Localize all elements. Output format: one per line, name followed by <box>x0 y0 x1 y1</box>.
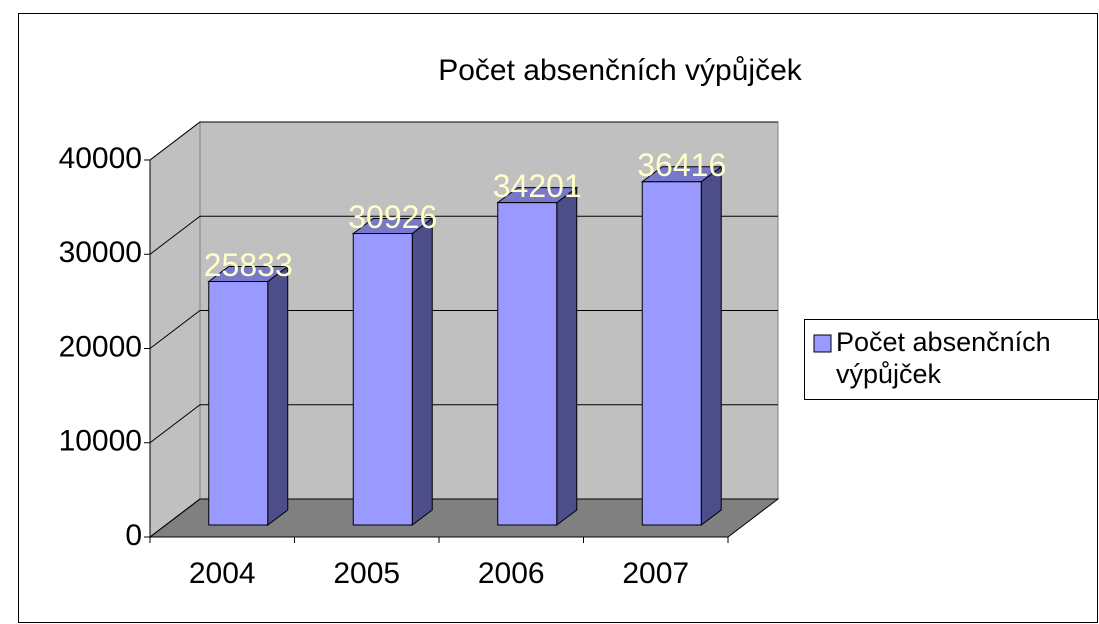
legend-label: Počet absenčních výpůjček <box>836 327 1051 389</box>
data-label: 30926 <box>348 199 437 235</box>
y-tick-label: 40000 <box>59 142 142 175</box>
y-tick-label: 0 <box>125 519 142 552</box>
bar <box>351 217 434 526</box>
x-tick-label: 2004 <box>189 557 256 590</box>
y-tick-label: 20000 <box>59 330 142 363</box>
data-label: 34201 <box>493 168 582 204</box>
bar <box>640 165 723 526</box>
chart-title: Počet absenčních výpůjček <box>438 54 803 87</box>
y-tick-label: 10000 <box>59 425 142 458</box>
grid-line <box>149 404 778 444</box>
legend-entry: Počet absenčních výpůjček <box>836 327 1051 389</box>
data-label: 25833 <box>204 247 293 283</box>
bar-front <box>497 202 558 526</box>
y-tick-label: 30000 <box>59 236 142 269</box>
grid-line <box>149 121 778 161</box>
bar-side <box>267 265 289 526</box>
bar-side <box>700 165 722 526</box>
bar <box>496 186 579 526</box>
bar <box>207 265 290 526</box>
data-label: 36416 <box>637 147 726 183</box>
grid-line <box>149 310 778 349</box>
x-tick-label: 2006 <box>478 557 545 590</box>
bar-front <box>208 281 269 526</box>
bar-front <box>352 233 413 526</box>
x-tick-label: 2005 <box>333 557 400 590</box>
legend-box <box>804 319 1099 400</box>
legend-marker <box>813 334 832 353</box>
grid-line <box>149 498 778 538</box>
x-tick-label: 2007 <box>622 557 689 590</box>
bar-front <box>641 181 702 526</box>
bar-side <box>411 217 433 526</box>
bar-side <box>556 186 578 526</box>
grid-line <box>149 215 778 255</box>
